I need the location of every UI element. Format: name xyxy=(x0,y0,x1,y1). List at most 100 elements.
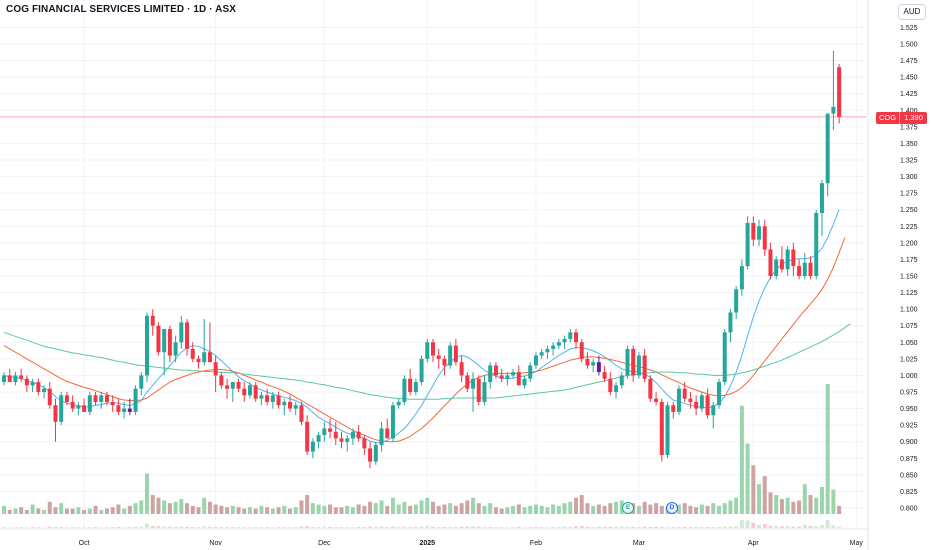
y-tick-label: 1.200 xyxy=(900,240,918,247)
volume-bar xyxy=(145,473,149,514)
candles[interactable] xyxy=(2,50,842,469)
candle-body xyxy=(385,428,390,439)
candle-body xyxy=(2,375,6,383)
indicator-bar xyxy=(59,526,64,528)
price-axis[interactable]: 1.525 1.500 1.475 1.450 1.425 1.400 1.375 1.350… xyxy=(867,0,918,550)
indicator-bar xyxy=(717,527,721,528)
indicator-bar xyxy=(814,526,819,528)
indicator-bar xyxy=(659,527,664,528)
volume-bar xyxy=(585,503,590,514)
chart-title: COG FINANCIAL SERVICES LIMITED · 1D · AS… xyxy=(6,4,237,15)
volume-bar xyxy=(705,505,710,514)
indicator-bar xyxy=(116,526,121,528)
indicator-bar xyxy=(585,526,590,528)
volume-bar xyxy=(316,504,321,514)
indicator-bar xyxy=(625,526,630,528)
volume-bar xyxy=(276,507,281,514)
candle-body xyxy=(390,405,395,439)
volume-bar xyxy=(734,497,739,514)
earnings-event-marker[interactable]: E xyxy=(622,502,634,514)
indicator-bar xyxy=(785,526,790,528)
indicator-bar xyxy=(36,527,41,528)
candle-body xyxy=(648,378,653,399)
volume-bar xyxy=(797,500,802,514)
volume-bar xyxy=(133,503,138,514)
volume-bar xyxy=(522,507,527,514)
volume-bar xyxy=(247,507,252,514)
volume-bar xyxy=(825,384,830,514)
indicator-bar xyxy=(631,526,636,528)
volume-bar xyxy=(288,508,292,514)
volume-bar xyxy=(837,505,842,514)
candle-body xyxy=(345,438,350,442)
candle-body xyxy=(305,421,310,452)
candle-body xyxy=(442,358,447,366)
candle-body xyxy=(797,266,802,276)
volume-bar xyxy=(574,497,578,514)
indicator-bar xyxy=(448,526,453,528)
candle-body xyxy=(7,375,12,383)
volume-bar xyxy=(122,508,127,514)
candle-body xyxy=(717,382,721,406)
indicator-bar xyxy=(242,527,247,528)
y-tick-label: 1.425 xyxy=(900,91,918,98)
volume-bar xyxy=(699,504,704,514)
indicator-bar xyxy=(528,527,533,528)
candle-body xyxy=(636,355,641,376)
indicator-bar xyxy=(602,527,607,528)
indicator-bar xyxy=(779,526,784,528)
candle-body xyxy=(82,405,87,412)
dividend-event-marker[interactable]: D xyxy=(666,502,678,514)
indicator-bar xyxy=(791,526,796,528)
indicator-bar xyxy=(259,527,264,528)
y-tick-label: 1.000 xyxy=(900,373,918,380)
indicator-bar xyxy=(47,526,52,528)
indicator-bar xyxy=(368,526,373,528)
volume-bar xyxy=(568,501,573,514)
candle-body xyxy=(551,345,556,349)
volume-bar xyxy=(42,509,47,514)
candle-body xyxy=(528,365,533,379)
volume-bar xyxy=(482,505,487,514)
indicator-bar xyxy=(173,526,178,528)
price-label-value: 1.390 xyxy=(899,112,927,124)
volume-bar xyxy=(322,505,327,514)
candle-body xyxy=(516,372,521,386)
candle-body xyxy=(591,362,596,366)
volume-bar xyxy=(345,505,350,514)
indicator-bar xyxy=(190,527,195,528)
candle-body xyxy=(396,401,401,406)
candle-body xyxy=(659,401,664,455)
indicator-bar xyxy=(591,527,596,528)
x-tick-label: Nov xyxy=(209,540,222,547)
volume-bar xyxy=(47,501,52,514)
candle-body xyxy=(230,382,235,389)
time-axis[interactable]: Oct Nov Dec 2025 Feb Mar Apr May xyxy=(0,528,868,547)
candle-body xyxy=(619,375,624,386)
volume-bar xyxy=(53,507,58,514)
candle-body xyxy=(270,395,275,402)
candle-body xyxy=(574,332,578,343)
candle-body xyxy=(682,388,687,399)
volume-bar xyxy=(442,504,447,514)
candle-body xyxy=(779,259,784,270)
indicator-bar xyxy=(64,527,69,528)
candle-body xyxy=(213,362,218,376)
indicator-bar xyxy=(745,520,750,528)
volume-bar xyxy=(19,507,24,514)
indicator-bar xyxy=(619,526,624,528)
indicator-bar xyxy=(688,527,693,528)
indicator-bar xyxy=(247,527,252,528)
volume-bar xyxy=(562,503,567,514)
currency-button[interactable]: AUD xyxy=(898,4,926,20)
volume-bar xyxy=(751,465,756,514)
candle-body xyxy=(162,329,167,353)
candle-body xyxy=(642,355,647,379)
indicator-bar xyxy=(185,526,190,528)
candle-body xyxy=(614,385,619,392)
indicator-bar xyxy=(665,527,670,528)
indicator-bar xyxy=(133,526,138,528)
indicator-bar xyxy=(293,527,298,528)
